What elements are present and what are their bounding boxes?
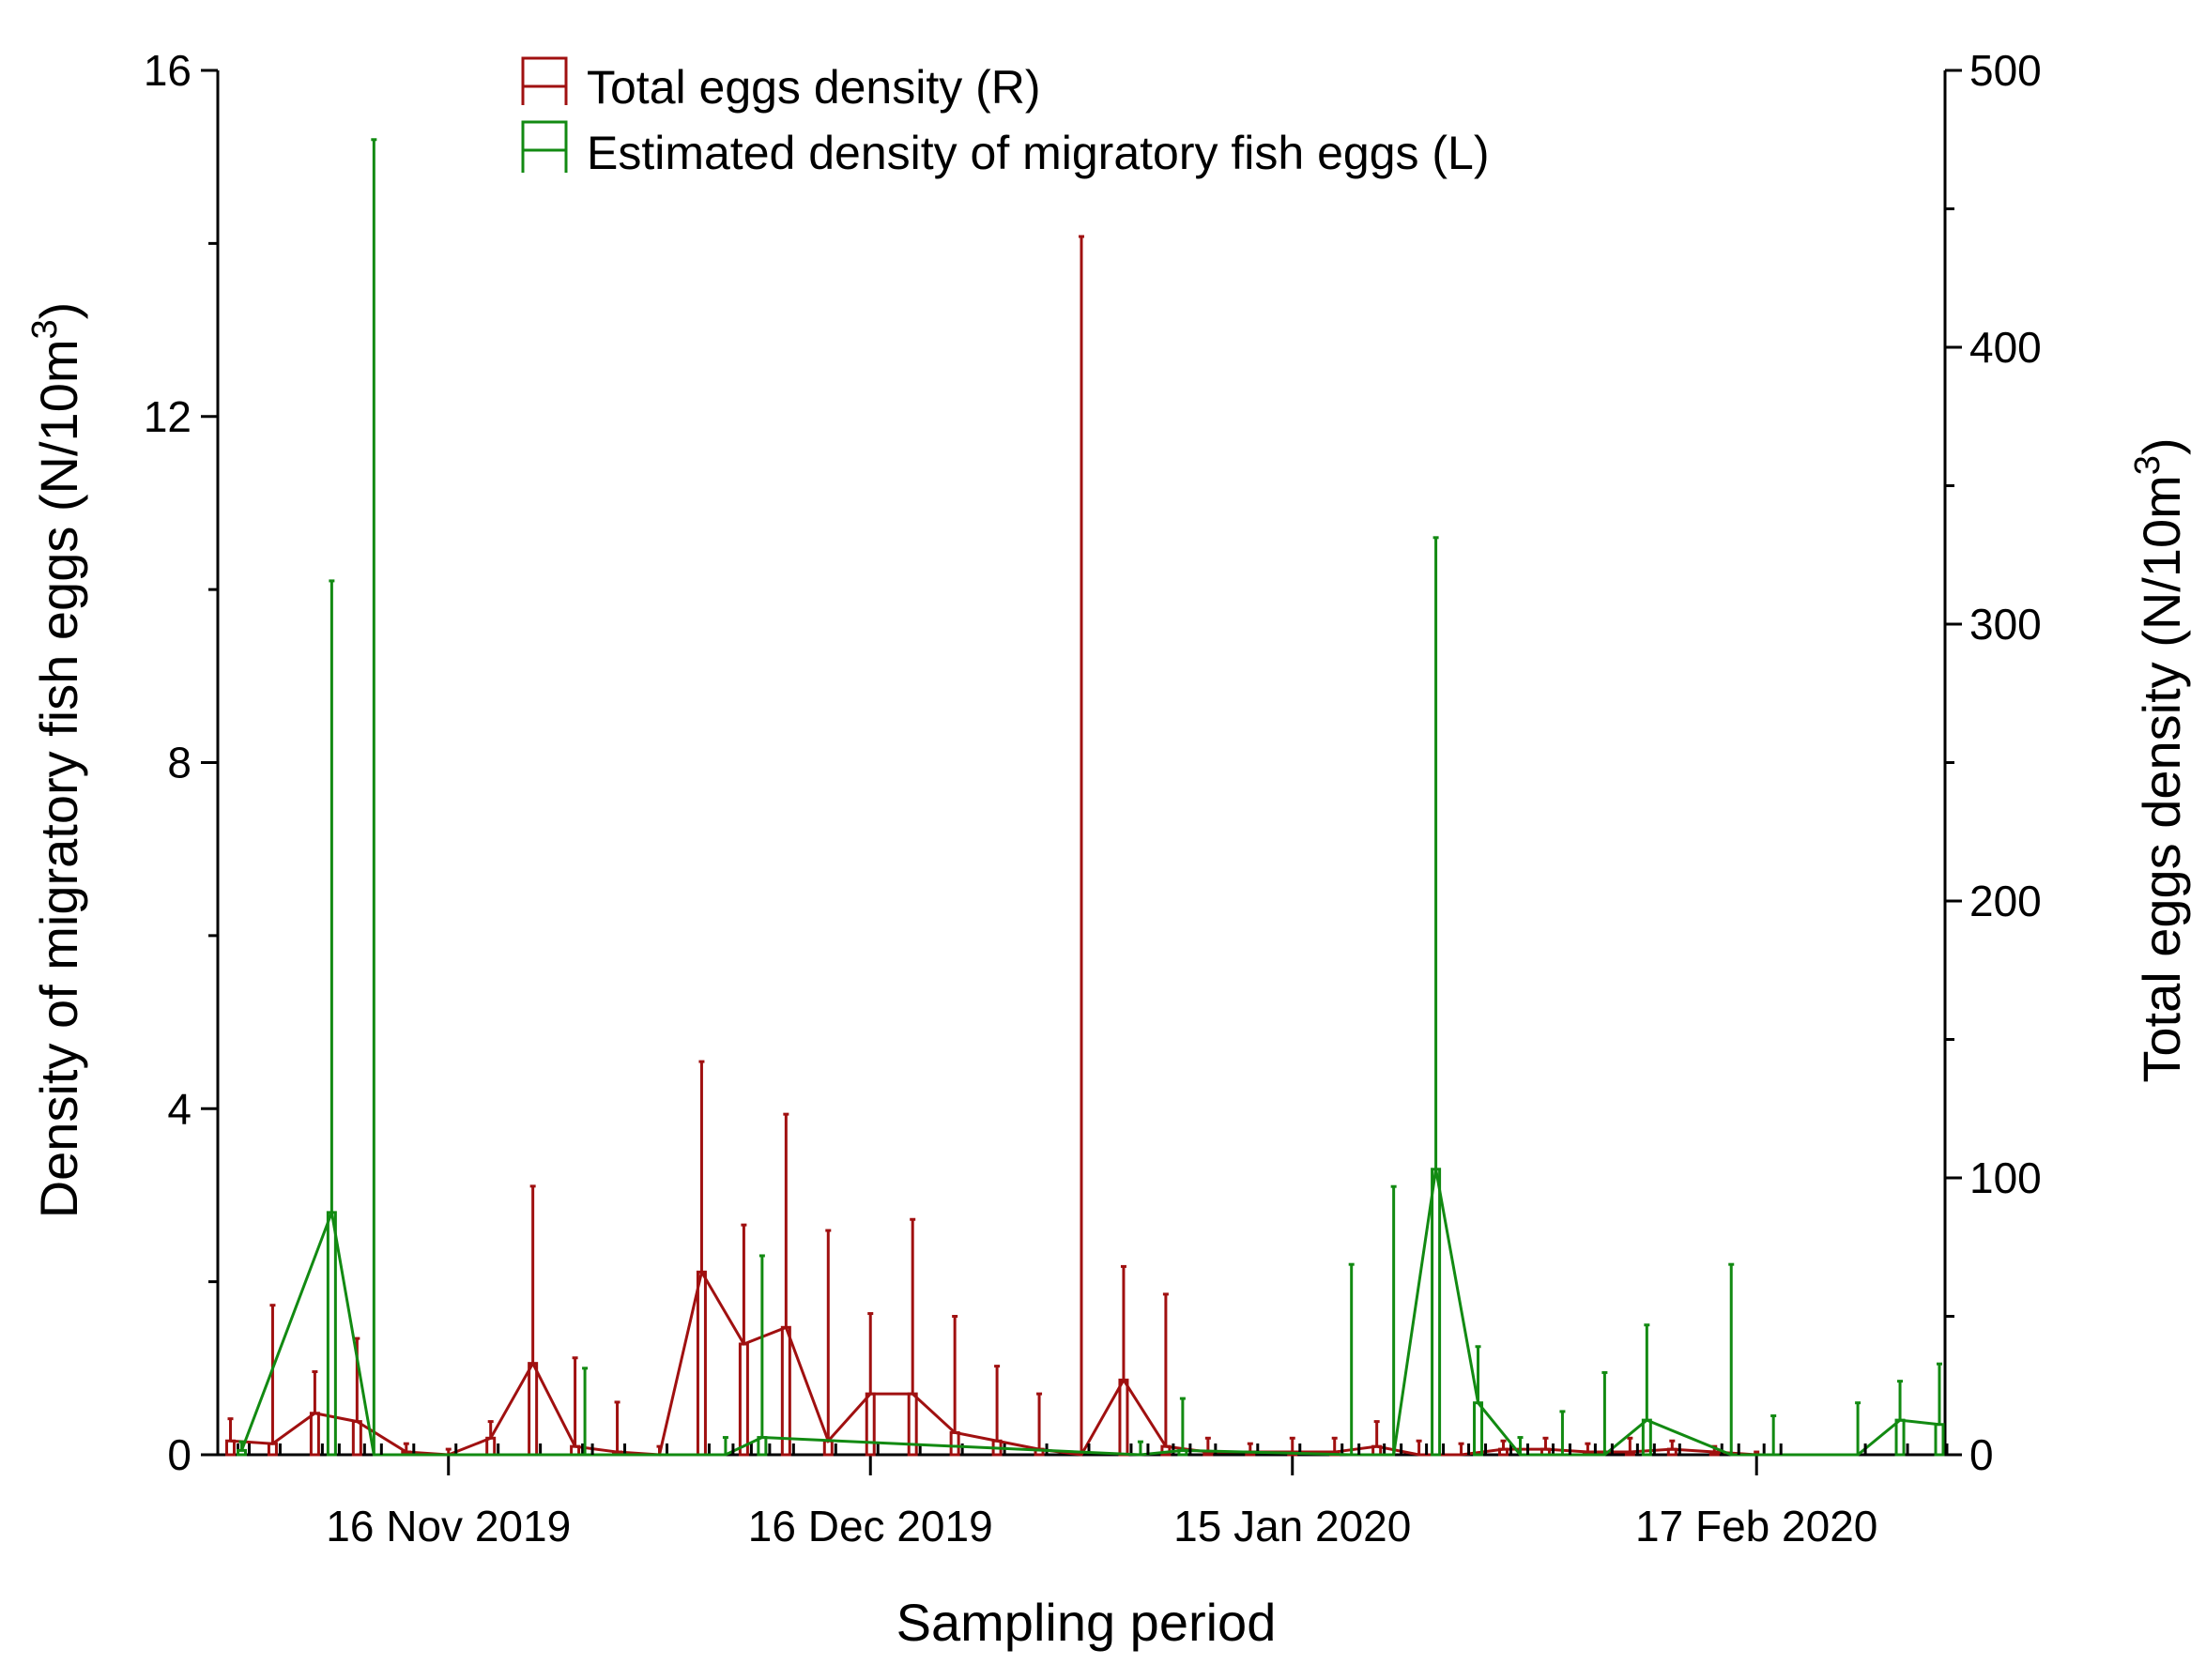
left-axis-title: Density of migratory fish eggs (N/10m3) — [25, 302, 88, 1219]
bar — [1118, 1378, 1129, 1457]
x-tick-label: 16 Dec 2019 — [748, 1502, 993, 1550]
legend-label-migratory: Estimated density of migratory fish eggs… — [587, 127, 1490, 179]
bar — [1624, 1450, 1635, 1457]
bar — [1473, 1401, 1484, 1457]
bar — [267, 1442, 278, 1457]
right-tick-label: 300 — [1969, 600, 2042, 649]
bar — [780, 1325, 791, 1457]
right-axis-title: Total eggs density (N/10m3) — [2128, 437, 2191, 1082]
left-tick-label: 4 — [167, 1084, 191, 1133]
series-line — [230, 1268, 1757, 1457]
left-tick-label: 12 — [144, 392, 191, 441]
bar — [1431, 1168, 1442, 1457]
right-tick-label: 0 — [1969, 1430, 1994, 1479]
legend-label-total: Total eggs density (R) — [587, 61, 1041, 114]
bar — [224, 1439, 236, 1457]
right-tick-label: 100 — [1969, 1153, 2042, 1202]
bar — [485, 1436, 497, 1457]
legend-item-migratory: Estimated density of migratory fish eggs… — [521, 120, 1490, 179]
left-tick-label: 0 — [167, 1430, 191, 1479]
x-axis-ticks: 16 Nov 2019 16 Dec 2019 15 Jan 2020 17 Feb … — [326, 1455, 1877, 1550]
bar — [949, 1430, 960, 1457]
bar — [528, 1362, 539, 1457]
right-axis-ticks: 0 100 200 300 400 500 — [1945, 46, 2042, 1479]
x-tick-label: 17 Feb 2020 — [1635, 1502, 1877, 1550]
x-axis-title: Sampling period — [896, 1593, 1277, 1652]
bar — [865, 1392, 876, 1457]
left-axis-ticks: 0 4 8 12 16 — [144, 46, 218, 1479]
series-total — [224, 235, 1766, 1457]
left-tick-label: 16 — [144, 46, 191, 95]
left-tick-label: 8 — [167, 739, 191, 787]
bar — [757, 1436, 768, 1457]
bar — [907, 1392, 918, 1457]
bar — [236, 1448, 247, 1457]
bar — [1934, 1423, 1945, 1457]
legend-swatch-total — [521, 56, 568, 105]
right-tick-label: 400 — [1969, 323, 2042, 372]
bar — [309, 1412, 320, 1457]
legend: Total eggs density (R) Estimated density… — [521, 56, 1490, 179]
bar — [326, 1211, 337, 1457]
bar — [1177, 1448, 1188, 1457]
legend-item-total: Total eggs density (R) — [521, 56, 1041, 114]
legend-swatch-migratory — [521, 120, 568, 173]
bar — [1498, 1447, 1509, 1457]
x-tick-label: 16 Nov 2019 — [326, 1502, 571, 1550]
bar — [738, 1342, 749, 1457]
x-tick-label: 15 Jan 2020 — [1173, 1502, 1411, 1550]
right-tick-label: 500 — [1969, 46, 2042, 95]
bar — [351, 1420, 362, 1457]
bar — [1666, 1447, 1677, 1457]
bar — [1894, 1418, 1906, 1457]
bar — [1708, 1450, 1720, 1457]
series-layer — [224, 138, 1949, 1457]
series-line — [240, 1168, 1940, 1457]
bar — [1641, 1418, 1652, 1457]
series-migratory — [236, 138, 1949, 1457]
bar — [696, 1270, 707, 1457]
right-tick-label: 200 — [1969, 877, 2042, 925]
